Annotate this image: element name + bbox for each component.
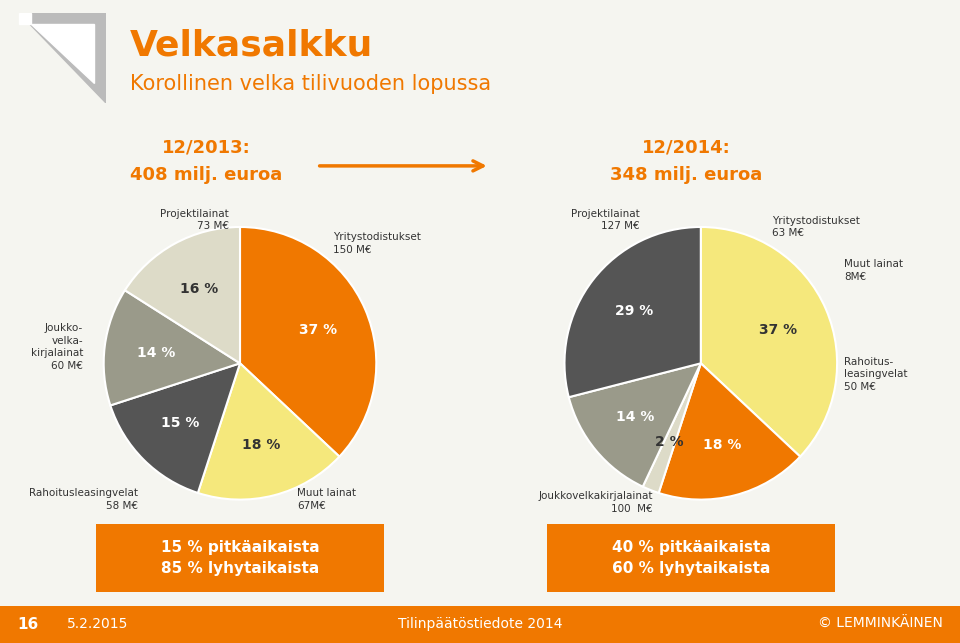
- Text: © LEMMINKÄINEN: © LEMMINKÄINEN: [818, 617, 943, 631]
- Text: Projektilainat
73 M€: Projektilainat 73 M€: [160, 209, 229, 231]
- Text: 18 %: 18 %: [703, 438, 741, 452]
- FancyBboxPatch shape: [0, 606, 960, 643]
- Text: 408 milj. euroa: 408 milj. euroa: [131, 166, 282, 184]
- Text: Velkasalkku: Velkasalkku: [130, 29, 372, 63]
- Text: 37 %: 37 %: [759, 323, 798, 337]
- Wedge shape: [110, 363, 240, 493]
- Text: 5.2.2015: 5.2.2015: [67, 617, 129, 631]
- Wedge shape: [125, 227, 240, 363]
- Wedge shape: [659, 363, 801, 500]
- Text: 348 milj. euroa: 348 milj. euroa: [611, 166, 762, 184]
- Text: 15 %: 15 %: [161, 416, 200, 430]
- Text: Muut lainat
8M€: Muut lainat 8M€: [844, 259, 903, 282]
- Polygon shape: [31, 24, 94, 83]
- Text: Tilinpäätöstiedote 2014: Tilinpäätöstiedote 2014: [397, 617, 563, 631]
- Text: Muut lainat
67M€: Muut lainat 67M€: [298, 489, 356, 511]
- Polygon shape: [19, 13, 31, 24]
- Text: 14 %: 14 %: [616, 410, 655, 424]
- Text: Yritystodistukset
150 M€: Yritystodistukset 150 M€: [333, 232, 420, 255]
- Text: 16 %: 16 %: [180, 282, 219, 296]
- Text: 16: 16: [17, 617, 38, 632]
- Polygon shape: [19, 13, 106, 103]
- FancyBboxPatch shape: [547, 524, 835, 592]
- Text: Korollinen velka tilivuoden lopussa: Korollinen velka tilivuoden lopussa: [130, 74, 491, 94]
- Text: 12/2013:: 12/2013:: [162, 138, 251, 156]
- Text: Yritystodistukset
63 M€: Yritystodistukset 63 M€: [772, 216, 859, 238]
- Text: 40 % pitkäaikaista
60 % lyhytaikaista: 40 % pitkäaikaista 60 % lyhytaikaista: [612, 540, 771, 575]
- Wedge shape: [564, 227, 701, 397]
- FancyBboxPatch shape: [96, 524, 384, 592]
- Text: Rahoitus-
leasingvelat
50 M€: Rahoitus- leasingvelat 50 M€: [844, 357, 907, 392]
- Text: Joukko-
velka-
kirjalainat
60 M€: Joukko- velka- kirjalainat 60 M€: [31, 323, 84, 370]
- Wedge shape: [198, 363, 340, 500]
- Text: 12/2014:: 12/2014:: [642, 138, 731, 156]
- Text: Projektilainat
127 M€: Projektilainat 127 M€: [570, 209, 639, 231]
- Text: 2 %: 2 %: [656, 435, 684, 449]
- Text: 29 %: 29 %: [615, 305, 653, 318]
- Text: 15 % pitkäaikaista
85 % lyhytaikaista: 15 % pitkäaikaista 85 % lyhytaikaista: [160, 540, 320, 575]
- Text: Rahoitusleasingvelat
58 M€: Rahoitusleasingvelat 58 M€: [29, 489, 138, 511]
- Wedge shape: [104, 290, 240, 406]
- Text: Joukkovelkakirjalainat
100  M€: Joukkovelkakirjalainat 100 M€: [539, 491, 653, 514]
- Wedge shape: [240, 227, 376, 457]
- Wedge shape: [701, 227, 837, 457]
- Text: 18 %: 18 %: [242, 438, 280, 452]
- Text: 37 %: 37 %: [299, 323, 337, 337]
- Wedge shape: [568, 363, 701, 487]
- Wedge shape: [643, 363, 701, 493]
- Text: 14 %: 14 %: [137, 346, 176, 359]
